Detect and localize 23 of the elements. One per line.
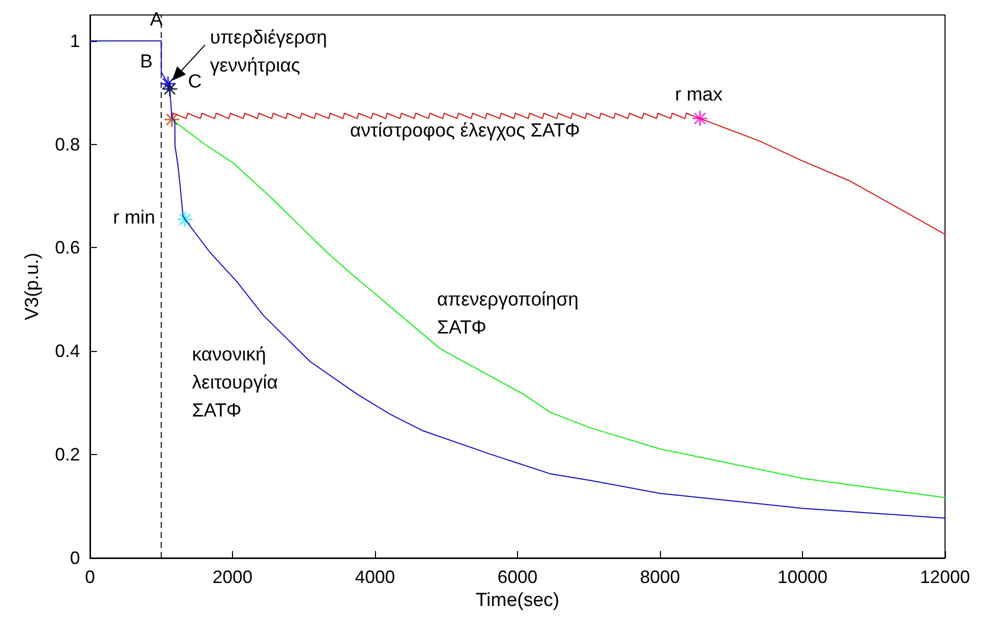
annotation: r max <box>675 84 723 106</box>
y-tick-label: 0.2 <box>54 444 80 465</box>
x-tick-label: 12000 <box>920 567 970 587</box>
y-tick-label: 0 <box>70 548 80 568</box>
annotation: απενεργοποίηση ΣΑΤΦ <box>437 290 579 338</box>
annotation: αντίστροφος έλεγχος ΣΑΤΦ <box>350 120 580 142</box>
annotation: B <box>140 52 153 72</box>
y-tick-label: 0.4 <box>54 341 80 362</box>
y-axis-title: V3(p.u.) <box>22 252 43 320</box>
annotation: r min <box>113 208 156 228</box>
annotation: κανονική λειτουργία ΣΑΤΦ <box>192 344 278 422</box>
x-tick-label: 2000 <box>212 567 253 587</box>
x-tick-label: 0 <box>84 567 96 587</box>
y-tick-label: 1 <box>70 30 80 51</box>
x-tick-label: 4000 <box>354 567 396 587</box>
x-tick-label: 10000 <box>777 567 828 587</box>
y-tick-label: 0.8 <box>54 134 80 154</box>
x-tick-label: 6000 <box>497 567 538 587</box>
x-tick-label: 8000 <box>640 567 680 587</box>
y-tick-label: 0.6 <box>54 238 80 258</box>
x-axis-title: Time(sec) <box>476 590 560 611</box>
annotation: C <box>188 72 202 92</box>
annotation: υπερδιέγερση γεννήτριας <box>210 28 328 76</box>
